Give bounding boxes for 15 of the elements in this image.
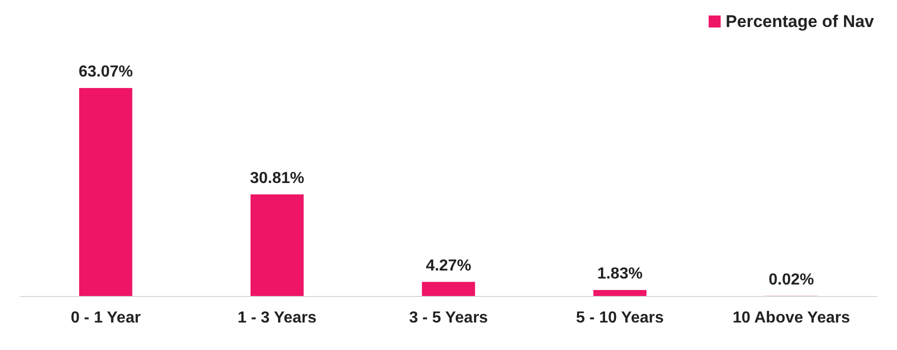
x-tick-label: 3 - 5 Years [409,310,488,326]
bar [250,194,304,296]
data-label: 0.02% [768,271,814,288]
x-tick-label: 10 Above Years [732,310,850,326]
x-tick-label: 5 - 10 Years [576,310,664,326]
bar [422,282,476,296]
data-label: 63.07% [78,64,133,80]
x-tick-label: 0 - 1 Year [70,310,141,326]
legend-label: Percentage of Nav [726,12,875,31]
x-tick-label: 1 - 3 Years [238,310,317,326]
data-label: 30.81% [250,170,304,187]
bar [79,88,132,296]
bar [593,290,646,296]
data-label: 1.83% [597,265,643,282]
data-label: 4.27% [426,257,472,274]
